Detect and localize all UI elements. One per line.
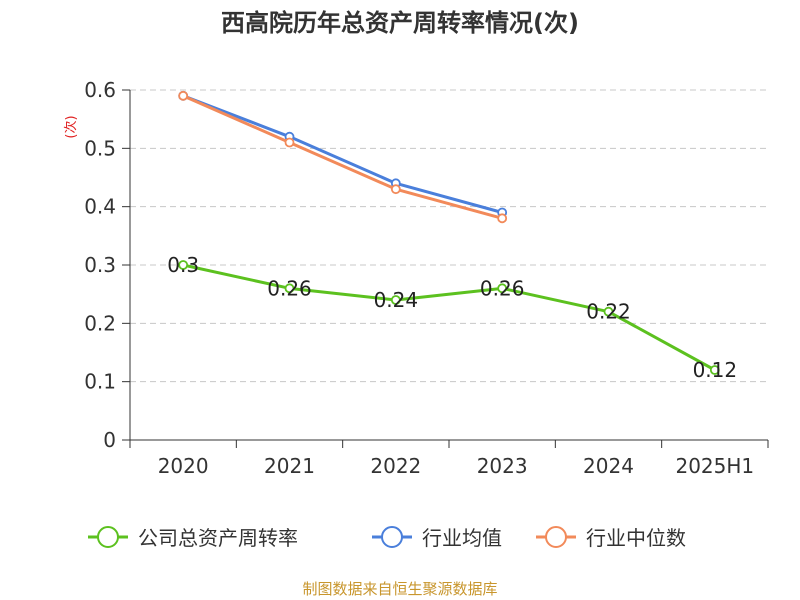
y-tick-label: 0.2 xyxy=(84,311,116,335)
legend-item: 公司总资产周转率 xyxy=(88,526,298,550)
data-point xyxy=(178,260,189,270)
y-axis-label: (次) xyxy=(63,115,79,138)
legend-label: 行业中位数 xyxy=(586,526,686,550)
x-tick-labels: 2020 2021 2022 2023 2024 2025H1 xyxy=(158,454,754,478)
data-label: 0.26 xyxy=(480,276,525,300)
y-tick-label: 0.1 xyxy=(84,370,116,394)
data-point xyxy=(390,295,401,305)
legend-label: 行业均值 xyxy=(422,526,502,550)
data-point xyxy=(284,283,295,294)
x-tick-label: 2023 xyxy=(477,454,528,478)
data-point xyxy=(178,90,189,101)
data-label: 0.26 xyxy=(267,276,312,300)
y-tick-label: 0.6 xyxy=(84,78,116,102)
x-tick-label: 2021 xyxy=(264,454,315,478)
data-point xyxy=(390,184,401,195)
legend-item: 行业中位数 xyxy=(536,526,686,550)
chart-title: 西高院历年总资产周转率情况(次) xyxy=(221,9,579,37)
y-tick-label: 0.4 xyxy=(84,195,116,219)
legend-marker xyxy=(381,526,403,548)
data-point xyxy=(497,213,508,224)
data-label: 0.24 xyxy=(374,288,419,312)
data-point xyxy=(497,283,508,294)
series-lines xyxy=(178,90,720,375)
data-point xyxy=(709,365,720,375)
legend: 公司总资产周转率 行业均值 行业中位数 xyxy=(88,526,686,550)
legend-marker xyxy=(545,526,567,548)
data-labels: 0.3 0.26 0.24 0.26 0.22 0.12 xyxy=(167,253,737,382)
y-tick-label: 0.5 xyxy=(84,136,116,160)
legend-item: 行业均值 xyxy=(372,526,502,550)
y-tick-labels: 0 0.1 0.2 0.3 0.4 0.5 0.6 xyxy=(84,78,116,452)
x-tick-label: 2025H1 xyxy=(675,454,754,478)
data-point xyxy=(284,137,295,148)
x-tick-label: 2020 xyxy=(158,454,209,478)
axes xyxy=(122,89,769,448)
legend-label: 公司总资产周转率 xyxy=(138,526,298,550)
data-label: 0.12 xyxy=(693,358,738,382)
data-label: 0.3 xyxy=(167,253,199,277)
data-point xyxy=(603,306,614,317)
grid-lines xyxy=(130,89,768,383)
y-tick-label: 0 xyxy=(103,428,116,452)
series-line xyxy=(182,263,716,372)
data-label: 0.22 xyxy=(586,300,631,324)
x-tick-label: 2024 xyxy=(583,454,634,478)
x-tick-label: 2022 xyxy=(370,454,421,478)
series-line xyxy=(182,94,503,214)
legend-marker xyxy=(97,526,119,548)
source-note: 制图数据来自恒生聚源数据库 xyxy=(302,580,497,598)
y-tick-label: 0.3 xyxy=(84,253,116,277)
series-line xyxy=(182,94,503,220)
